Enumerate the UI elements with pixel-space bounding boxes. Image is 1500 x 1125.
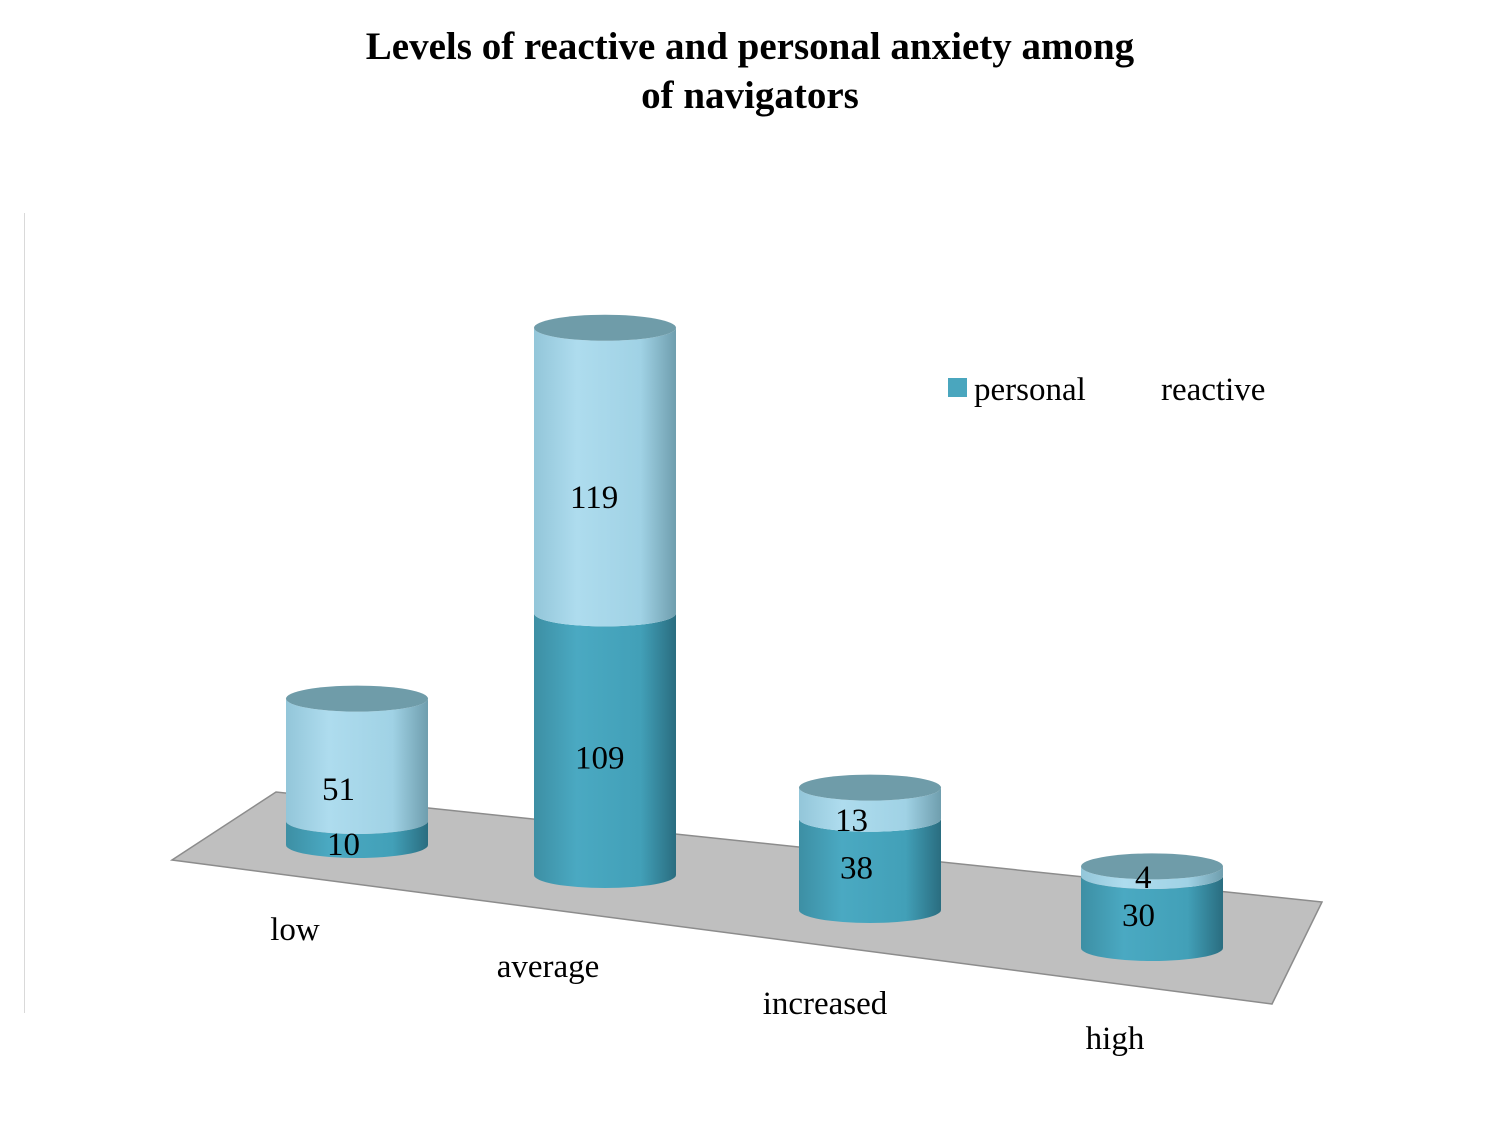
- legend: personal reactive: [948, 372, 1265, 408]
- bar-cap-increased: [799, 774, 941, 801]
- data-label-personal-high: 30: [1122, 898, 1155, 934]
- bar-personal-increased: [799, 818, 941, 923]
- bar-cap-low: [286, 685, 428, 712]
- data-label-personal-increased: 38: [840, 850, 873, 886]
- bar-cap-average: [534, 314, 676, 341]
- data-label-reactive-increased: 13: [835, 803, 868, 839]
- bar-group-average: 109 119: [534, 314, 676, 888]
- data-label-reactive-average: 119: [570, 480, 618, 516]
- category-axis-labels: low average increased high: [270, 912, 1145, 1057]
- category-label-high: high: [1086, 1021, 1145, 1057]
- legend-swatch-personal: [948, 378, 967, 397]
- data-label-personal-average: 109: [575, 740, 625, 776]
- data-label-reactive-low: 51: [322, 772, 355, 808]
- bar-personal-high: [1081, 876, 1223, 961]
- bar-personal-average: [534, 613, 676, 888]
- category-label-low: low: [270, 912, 320, 948]
- chart-area-border: [24, 213, 25, 1013]
- chart-title-line-2: of navigators: [641, 74, 859, 117]
- bar-reactive-increased: [799, 787, 941, 832]
- chart-title-line-1: Levels of reactive and personal anxiety …: [365, 25, 1135, 68]
- bar-reactive-low: [286, 698, 428, 834]
- chart-title: Levels of reactive and personal anxiety …: [0, 22, 1500, 120]
- bar-group-high: 304: [1081, 853, 1223, 961]
- bar-group-low: 10 51: [286, 685, 428, 863]
- data-label-reactive-high: 4: [1135, 860, 1152, 896]
- chart-floor: [169, 791, 1324, 1005]
- bar-cap-high: [1081, 853, 1223, 880]
- legend-label-reactive: reactive: [1161, 372, 1265, 408]
- bar-personal-low: [286, 821, 428, 858]
- data-label-personal-low: 10: [327, 827, 360, 863]
- category-label-average: average: [497, 949, 600, 985]
- bar-reactive-average: [534, 327, 676, 627]
- legend-label-personal: personal: [974, 372, 1086, 408]
- bar-reactive-high: [1081, 866, 1223, 889]
- category-label-increased: increased: [763, 986, 888, 1022]
